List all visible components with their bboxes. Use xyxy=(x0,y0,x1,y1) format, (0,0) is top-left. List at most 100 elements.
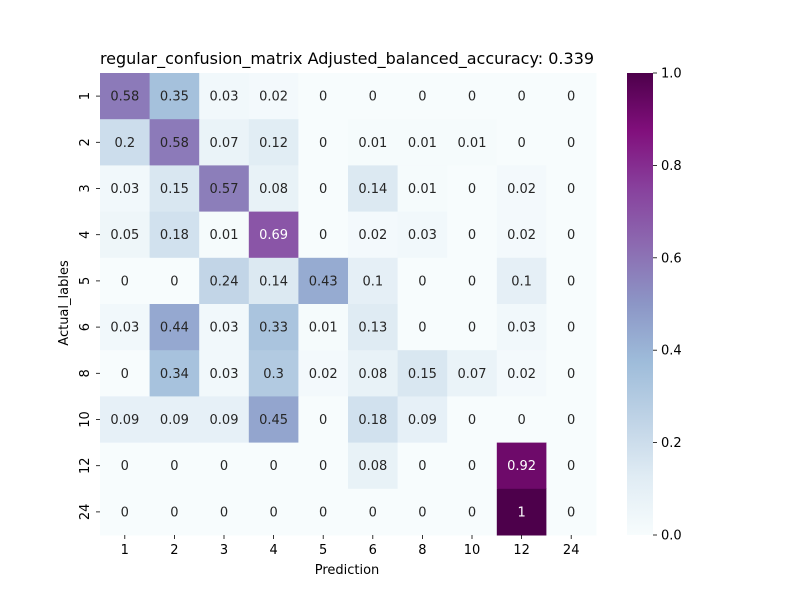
cell-value-label: 0.12 xyxy=(259,136,288,151)
heatmap-cell xyxy=(199,442,250,490)
heatmap-cell xyxy=(496,73,547,120)
heatmap-cell xyxy=(397,304,448,351)
cell-value-label: 0 xyxy=(121,367,129,382)
cell-value-label: 0 xyxy=(269,459,277,474)
cell-value-label: 0 xyxy=(418,274,426,289)
heatmap-cell xyxy=(496,165,547,213)
heatmap-cell xyxy=(397,257,448,305)
cell-value-label: 0.01 xyxy=(408,136,437,151)
cell-value-label: 0 xyxy=(567,321,575,336)
heatmap-cell xyxy=(348,119,399,166)
cell-value-label: 0 xyxy=(369,90,377,105)
y-tick-label: 1 xyxy=(78,92,93,100)
heatmap-cell xyxy=(447,304,498,351)
cell-value-label: 0 xyxy=(170,505,178,520)
heatmap-cell xyxy=(496,257,547,305)
cell-value-label: 0 xyxy=(517,90,525,105)
cell-value-label: 0.15 xyxy=(160,182,189,197)
cell-value-label: 0 xyxy=(369,505,377,520)
x-tick-label: 4 xyxy=(269,543,277,558)
cell-value-label: 0.07 xyxy=(458,367,487,382)
x-tick-label: 12 xyxy=(513,543,530,558)
heatmap-cell xyxy=(149,165,200,213)
heatmap-cell xyxy=(248,165,299,213)
cell-value-label: 0.03 xyxy=(210,321,239,336)
cell-value-label: 0.01 xyxy=(210,228,239,243)
heatmap-cell xyxy=(546,119,597,166)
cell-value-label: 0 xyxy=(567,90,575,105)
cell-value-label: 0 xyxy=(319,459,327,474)
cell-value-label: 0.09 xyxy=(110,413,139,428)
heatmap-cell xyxy=(199,396,250,444)
heatmap-cell xyxy=(298,488,349,536)
y-tick-label: 2 xyxy=(78,138,93,146)
heatmap-cell xyxy=(546,73,597,120)
cell-value-label: 0.03 xyxy=(210,367,239,382)
heatmap-cell xyxy=(447,165,498,213)
cell-value-label: 0 xyxy=(319,505,327,520)
cell-value-label: 0 xyxy=(121,505,129,520)
colorbar-tick-label: 0.6 xyxy=(661,251,682,266)
heatmap-cell xyxy=(447,350,498,397)
heatmap-cell xyxy=(546,165,597,213)
cell-value-label: 0 xyxy=(567,136,575,151)
y-axis-label: Actual_lables xyxy=(57,260,72,346)
heatmap-cell xyxy=(397,165,448,213)
cell-value-label: 0.35 xyxy=(160,90,189,105)
heatmap-cell xyxy=(348,488,399,536)
cell-value-label: 0.34 xyxy=(160,367,189,382)
heatmap-cell xyxy=(199,257,250,305)
cell-value-label: 0.24 xyxy=(210,274,239,289)
heatmap-cell xyxy=(397,350,448,397)
cell-value-label: 0 xyxy=(121,459,129,474)
heatmap-cell xyxy=(496,488,547,536)
cell-value-label: 0.01 xyxy=(358,136,387,151)
colorbar-tick-label: 0.2 xyxy=(661,436,682,451)
heatmap-cell xyxy=(447,488,498,536)
cell-value-label: 0 xyxy=(418,459,426,474)
y-tick-label: 5 xyxy=(78,277,93,285)
heatmap-cell xyxy=(298,119,349,166)
heatmap-cell xyxy=(248,304,299,351)
heatmap-cell xyxy=(100,119,151,166)
heatmap-cell xyxy=(496,442,547,490)
cell-value-label: 0 xyxy=(468,413,476,428)
heatmap-cell xyxy=(149,304,200,351)
cell-value-label: 0.03 xyxy=(210,90,239,105)
cell-value-label: 0.02 xyxy=(507,182,536,197)
cell-value-label: 0 xyxy=(468,182,476,197)
cell-value-label: 0 xyxy=(517,413,525,428)
cell-value-label: 0.03 xyxy=(507,321,536,336)
cell-value-label: 0.1 xyxy=(362,274,383,289)
cell-value-label: 0.15 xyxy=(408,367,437,382)
heatmap-cell xyxy=(397,211,448,259)
heatmap-cell xyxy=(496,304,547,351)
heatmap-cell xyxy=(199,304,250,351)
cell-value-label: 0 xyxy=(319,413,327,428)
cell-value-label: 0.44 xyxy=(160,321,189,336)
heatmap-cell xyxy=(348,73,399,120)
cell-value-label: 0 xyxy=(121,274,129,289)
cell-value-label: 0 xyxy=(170,274,178,289)
cell-value-label: 0.09 xyxy=(210,413,239,428)
heatmap-cell xyxy=(248,442,299,490)
heatmap-cell xyxy=(546,304,597,351)
y-tick-label: 3 xyxy=(78,184,93,192)
heatmap-cell xyxy=(447,257,498,305)
heatmap-cell xyxy=(546,211,597,259)
heatmap-cell xyxy=(447,211,498,259)
cell-value-label: 0.02 xyxy=(507,228,536,243)
heatmap-cell xyxy=(348,304,399,351)
heatmap-cell xyxy=(348,350,399,397)
cell-value-label: 0 xyxy=(567,367,575,382)
cell-value-label: 0.43 xyxy=(309,274,338,289)
cell-value-label: 0.03 xyxy=(408,228,437,243)
cell-value-label: 0 xyxy=(468,459,476,474)
heatmap-cell xyxy=(397,442,448,490)
heatmap-cell xyxy=(199,488,250,536)
heatmap-cell xyxy=(496,350,547,397)
cell-value-label: 0.09 xyxy=(160,413,189,428)
cell-value-label: 0.33 xyxy=(259,321,288,336)
x-tick-label: 5 xyxy=(319,543,327,558)
heatmap-cell xyxy=(447,73,498,120)
